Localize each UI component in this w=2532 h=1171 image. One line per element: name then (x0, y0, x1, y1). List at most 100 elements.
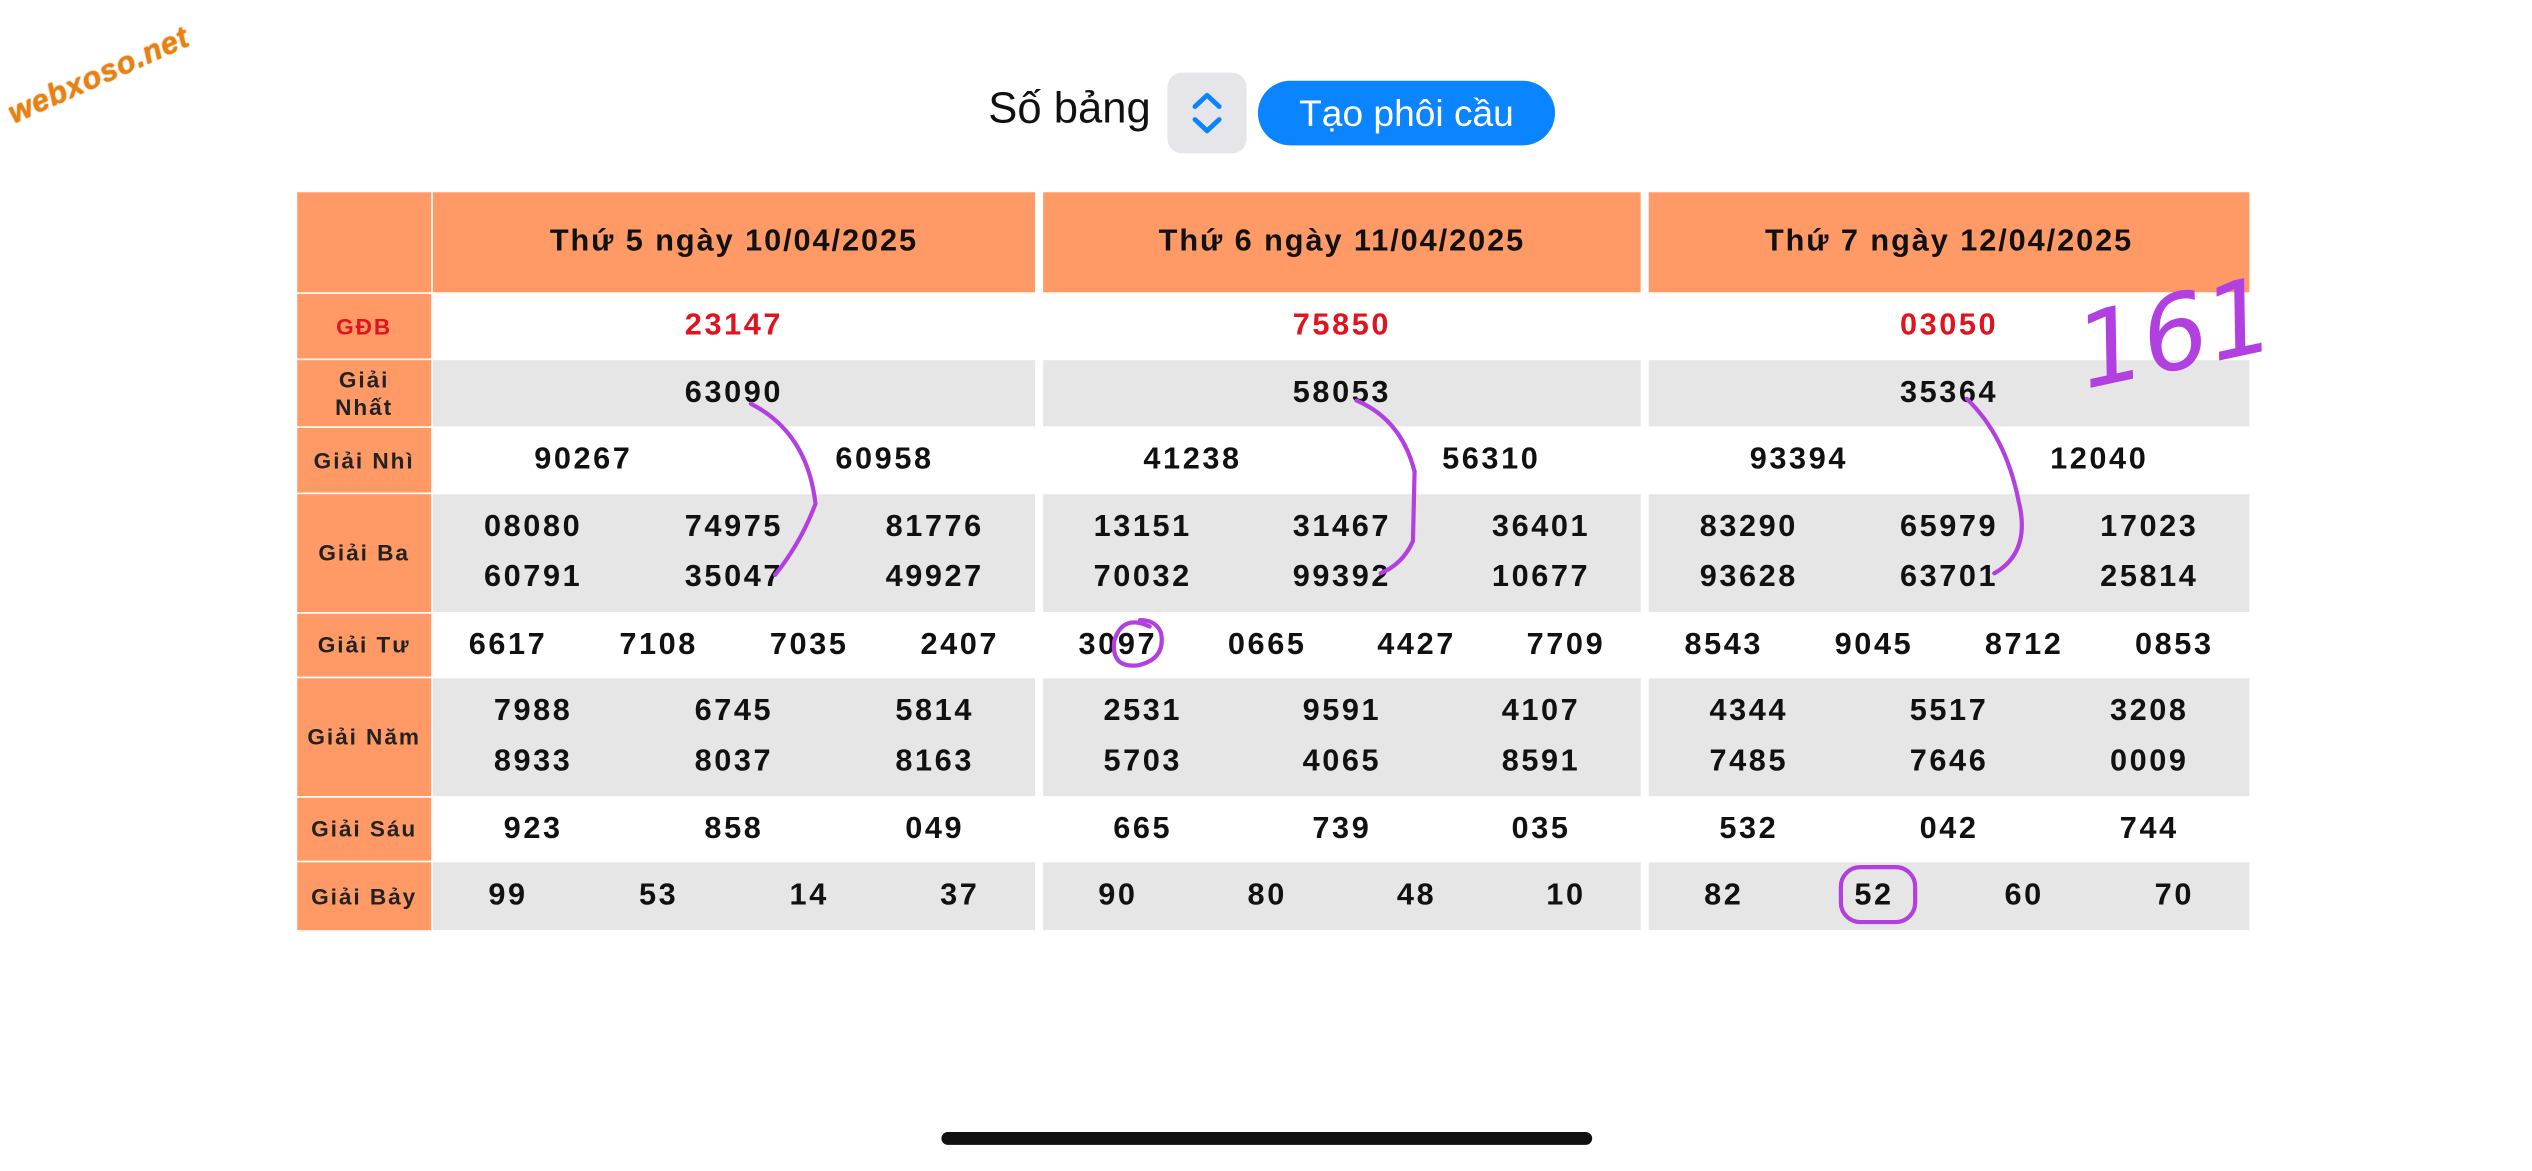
prize-grid: 90 80 48 10 (1043, 878, 1640, 914)
prize-number: 63701 (1899, 560, 1999, 595)
prize-row: Giải Ba 08080 74975 81776 60791 35047 49927 131… (295, 492, 2252, 614)
row-label-text: Giải Nhất (335, 365, 394, 420)
prize-number: 31467 (1292, 510, 1391, 545)
row-label-text: Giải Nhì (313, 446, 415, 473)
prize-grid: 665 739 035 (1043, 811, 1640, 847)
row-label: Giải Ba (295, 492, 433, 614)
row-label: GĐB (295, 292, 433, 361)
table-count-label: Số bảng (988, 83, 1151, 133)
prize-grid: 923 858 049 (433, 811, 1035, 847)
prize-grid: 75850 (1043, 308, 1640, 344)
prize-number: 60958 (835, 442, 934, 477)
prize-cell: 63090 (431, 358, 1040, 428)
prize-cell: 08080 74975 81776 60791 35047 49927 (431, 492, 1040, 614)
prize-number: 5517 (1909, 694, 1989, 729)
prize-number: 13151 (1093, 510, 1192, 545)
prize-number: 532 (1719, 811, 1779, 846)
prize-number: 14 (789, 878, 829, 913)
prize-row: Giải Nhất 63090 58053 35364 (295, 358, 2252, 428)
prize-number: 5814 (895, 694, 974, 729)
create-button[interactable]: Tạo phôi cầu (1257, 80, 1556, 146)
row-label: Giải Tư (295, 612, 433, 679)
prize-number: 4065 (1302, 744, 1382, 779)
prize-number: 80 (1247, 878, 1287, 913)
prize-number: 739 (1312, 811, 1372, 846)
day-header: Thứ 7 ngày 12/04/2025 (1640, 190, 2252, 294)
prize-number: 8163 (895, 744, 974, 779)
prize-number: 8933 (493, 744, 573, 779)
prize-number: 7035 (769, 627, 849, 662)
prize-cell: 90 80 48 10 (1035, 860, 1646, 932)
prize-number: 7709 (1526, 627, 1606, 662)
prize-number: 90267 (534, 442, 633, 477)
row-label-text: Giải Tư (317, 631, 411, 658)
prize-cell: 93394 12040 (1640, 426, 2252, 495)
prize-grid: 93394 12040 (1649, 442, 2250, 478)
prize-number: 10 (1546, 878, 1586, 913)
prize-number: 25814 (2100, 560, 2199, 595)
prize-cell: 82 52 60 70 (1640, 860, 2252, 932)
prize-number: 8712 (1984, 627, 2064, 662)
prize-number: 41238 (1143, 442, 1242, 477)
watermark: webxoso.net (3, 20, 195, 132)
prize-number: 70032 (1093, 560, 1192, 595)
prize-grid: 99 53 14 37 (433, 878, 1035, 914)
prize-number: 65979 (1899, 510, 1999, 545)
day-header: Thứ 5 ngày 10/04/2025 (431, 190, 1040, 294)
prize-cell: 923 858 049 (431, 796, 1040, 863)
prize-cell: 8543 9045 8712 0853 (1640, 612, 2252, 679)
chevron-icon (1192, 92, 1222, 134)
results-table: Thứ 5 ngày 10/04/2025 Thứ 6 ngày 11/04/20… (295, 190, 2252, 932)
prize-number: 52 (1854, 878, 1894, 913)
prize-cell: 4344 5517 3208 7485 7646 0009 (1640, 676, 2252, 798)
prize-grid: 23147 (433, 308, 1035, 344)
prize-number: 83290 (1699, 510, 1798, 545)
prize-number: 7485 (1709, 744, 1789, 779)
prize-grid: 41238 56310 (1043, 442, 1640, 478)
prize-grid: 82 52 60 70 (1649, 878, 2250, 914)
prize-grid: 3097 0665 4427 7709 (1043, 627, 1640, 663)
prize-number: 17023 (2100, 510, 2199, 545)
prize-number: 99 (488, 878, 528, 913)
prize-number: 7646 (1909, 744, 1989, 779)
prize-number: 9591 (1302, 694, 1382, 729)
prize-row: Giải Bảy 99 53 14 37 90 80 48 10 82 52 60 70 (295, 860, 2252, 932)
prize-cell: 3097 0665 4427 7709 (1035, 612, 1646, 679)
prize-cell: 83290 65979 17023 93628 63701 25814 (1640, 492, 2252, 614)
prize-number: 3208 (2109, 694, 2189, 729)
prize-cell: 75850 (1035, 292, 1646, 361)
prize-number: 4344 (1709, 694, 1789, 729)
prize-number: 7108 (619, 627, 698, 662)
prize-number: 3097 (1078, 627, 1158, 662)
prize-grid: 35364 (1649, 375, 2250, 411)
prize-grid: 08080 74975 81776 60791 35047 49927 (433, 510, 1035, 596)
prize-number: 10677 (1491, 560, 1591, 595)
prize-number: 042 (1919, 811, 1979, 846)
prize-row: Giải Tư 6617 7108 7035 2407 3097 0665 4427 7709 8… (295, 612, 2252, 679)
row-label: Giải Nhất (295, 358, 433, 428)
prize-row: Giải Năm 7988 6745 5814 8933 8037 8163 2531 9591… (295, 676, 2252, 798)
prize-number: 56310 (1442, 442, 1541, 477)
prize-cell: 665 739 035 (1035, 796, 1646, 863)
table-count-select[interactable] (1167, 72, 1247, 154)
prize-number: 12040 (2050, 442, 2149, 477)
prize-cell: 58053 (1035, 358, 1646, 428)
prize-cell: 7988 6745 5814 8933 8037 8163 (431, 676, 1040, 798)
prize-cell: 13151 31467 36401 70032 99392 10677 (1035, 492, 1646, 614)
prize-grid: 8543 9045 8712 0853 (1649, 627, 2250, 663)
prize-number: 035 (1511, 811, 1571, 846)
prize-number: 37 (940, 878, 980, 913)
prize-number: 81776 (885, 510, 984, 545)
prize-number: 90 (1098, 878, 1138, 913)
prize-number: 03050 (1899, 308, 1999, 343)
prize-row: Giải Nhì 90267 60958 41238 56310 93394 12040 (295, 426, 2252, 495)
row-label-text: Giải Ba (318, 539, 410, 566)
prize-number: 36401 (1491, 510, 1591, 545)
prize-number: 23147 (684, 308, 784, 343)
prize-number: 93628 (1699, 560, 1798, 595)
prize-number: 35364 (1899, 375, 1999, 410)
row-label: Giải Năm (295, 676, 433, 798)
prize-number: 8037 (694, 744, 774, 779)
